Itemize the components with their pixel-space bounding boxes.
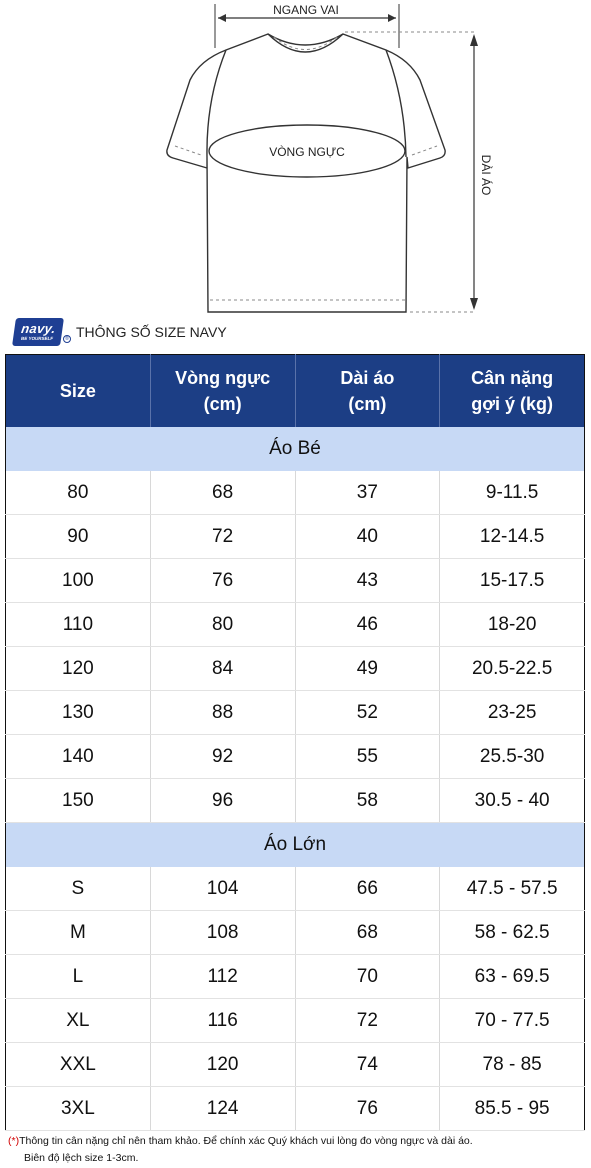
chest-cell: 120	[149, 1042, 295, 1087]
header-length: Dài áo (cm)	[294, 354, 440, 427]
length-label: DÀI ÁO	[479, 155, 494, 196]
length-cell: 49	[294, 646, 440, 691]
size-cell: 140	[5, 734, 151, 779]
weight-cell: 23-25	[439, 690, 585, 735]
weight-cell: 9-11.5	[439, 471, 585, 515]
tshirt-collar	[267, 33, 344, 53]
chest-cell: 124	[149, 1086, 295, 1131]
size-chart-title: THÔNG SỐ SIZE NAVY	[76, 324, 227, 340]
size-cell: S	[5, 867, 151, 911]
section-header-row: Áo Lớn	[5, 822, 585, 867]
weight-cell: 18-20	[439, 602, 585, 647]
chest-cell: 84	[149, 646, 295, 691]
header-size: Size	[5, 354, 151, 427]
chest-cell: 80	[149, 602, 295, 647]
table-body: Áo Bé 80 68 37 9-11.5 90 72 40 12-14.5 100 76 43 15-…	[5, 427, 585, 1131]
weight-cell: 63 - 69.5	[439, 954, 585, 999]
table-row: XXL 120 74 78 - 85	[5, 1042, 585, 1087]
footnote-line-1: Thông tin cân nặng chỉ nên tham khảo. Để…	[19, 1135, 473, 1147]
navy-logo: navy. BE YOURSELF	[12, 318, 64, 346]
weight-cell: 85.5 - 95	[439, 1086, 585, 1131]
size-cell: 3XL	[5, 1086, 151, 1131]
shoulder-label: NGANG VAI	[273, 3, 339, 17]
weight-cell: 78 - 85	[439, 1042, 585, 1087]
table-row: 130 88 52 23-25	[5, 690, 585, 735]
size-cell: 130	[5, 690, 151, 735]
size-table: Size Vòng ngực (cm) Dài áo (cm) Cân nặng gợ…	[5, 354, 585, 1131]
size-cell: 120	[5, 646, 151, 691]
footnote: (*)Thông tin cân nặng chỉ nên tham khảo.…	[8, 1133, 588, 1167]
chest-cell: 68	[149, 471, 295, 515]
table-row: S 104 66 47.5 - 57.5	[5, 867, 585, 911]
chest-ellipse	[208, 124, 406, 178]
size-cell: 90	[5, 514, 151, 559]
chest-cell: 72	[149, 514, 295, 559]
brand-header: navy. BE YOURSELF ® THÔNG SỐ SIZE NAVY	[12, 317, 227, 347]
chest-label: VÒNG NGỰC	[269, 144, 345, 159]
section-header-row: Áo Bé	[5, 427, 585, 471]
chest-cell: 92	[149, 734, 295, 779]
tshirt-measurement-diagram: NGANG VAI VÒNG NGỰC DÀI ÁO	[166, 2, 494, 313]
length-cell: 66	[294, 867, 440, 911]
table-row: 100 76 43 15-17.5	[5, 558, 585, 603]
chest-cell: 104	[149, 867, 295, 911]
length-cell: 68	[294, 910, 440, 955]
size-cell: L	[5, 954, 151, 999]
weight-cell: 30.5 - 40	[439, 778, 585, 823]
chest-cell: 88	[149, 690, 295, 735]
table-row: 120 84 49 20.5-22.5	[5, 646, 585, 691]
weight-cell: 58 - 62.5	[439, 910, 585, 955]
chest-cell: 96	[149, 778, 295, 823]
table-row: 90 72 40 12-14.5	[5, 514, 585, 559]
header-weight: Cân nặng gợi ý (kg)	[439, 354, 585, 427]
length-cell: 52	[294, 690, 440, 735]
length-cell: 40	[294, 514, 440, 559]
chest-cell: 112	[149, 954, 295, 999]
size-cell: 80	[5, 471, 151, 515]
length-cell: 70	[294, 954, 440, 999]
length-cell: 74	[294, 1042, 440, 1087]
table-row: 150 96 58 30.5 - 40	[5, 778, 585, 823]
table-row: 80 68 37 9-11.5	[5, 471, 585, 515]
logo-tagline: BE YOURSELF	[20, 336, 54, 342]
size-cell: 100	[5, 558, 151, 603]
length-cell: 37	[294, 471, 440, 515]
section-title: Áo Bé	[5, 427, 585, 471]
table-row: L 112 70 63 - 69.5	[5, 954, 585, 999]
weight-cell: 70 - 77.5	[439, 998, 585, 1043]
size-cell: XL	[5, 998, 151, 1043]
size-cell: XXL	[5, 1042, 151, 1087]
weight-cell: 12-14.5	[439, 514, 585, 559]
section-title: Áo Lớn	[5, 822, 585, 867]
length-cell: 72	[294, 998, 440, 1043]
footnote-line-2: Biên độ lệch size 1-3cm.	[24, 1152, 139, 1164]
size-cell: 110	[5, 602, 151, 647]
table-row: 110 80 46 18-20	[5, 602, 585, 647]
chest-cell: 116	[149, 998, 295, 1043]
length-cell: 46	[294, 602, 440, 647]
size-cell: 150	[5, 778, 151, 823]
length-cell: 58	[294, 778, 440, 823]
footnote-mark: (*)	[8, 1135, 20, 1147]
table-row: 140 92 55 25.5-30	[5, 734, 585, 779]
registered-icon: ®	[63, 335, 71, 343]
chest-cell: 76	[149, 558, 295, 603]
length-cell: 76	[294, 1086, 440, 1131]
table-row: 3XL 124 76 85.5 - 95	[5, 1086, 585, 1131]
chest-cell: 108	[149, 910, 295, 955]
weight-cell: 20.5-22.5	[439, 646, 585, 691]
weight-cell: 25.5-30	[439, 734, 585, 779]
length-cell: 55	[294, 734, 440, 779]
weight-cell: 15-17.5	[439, 558, 585, 603]
size-cell: M	[5, 910, 151, 955]
length-cell: 43	[294, 558, 440, 603]
weight-cell: 47.5 - 57.5	[439, 867, 585, 911]
table-row: M 108 68 58 - 62.5	[5, 910, 585, 955]
header-chest: Vòng ngực (cm)	[149, 354, 295, 427]
logo-text: navy.	[20, 321, 57, 337]
table-header-row: Size Vòng ngực (cm) Dài áo (cm) Cân nặng gợ…	[5, 354, 585, 427]
table-row: XL 116 72 70 - 77.5	[5, 998, 585, 1043]
